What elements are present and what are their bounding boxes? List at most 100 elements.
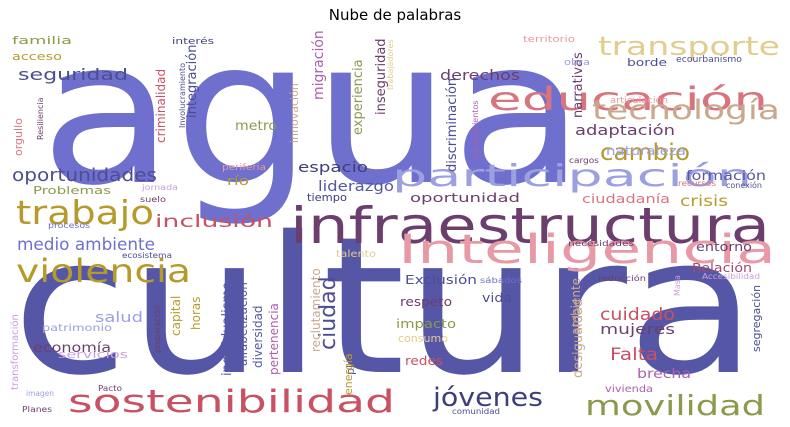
word-formacion: formación [686,169,766,184]
word-problemas: Problemas [33,184,111,197]
word-exclusion: Exclusión [405,273,477,287]
word-agua: agua [40,0,585,230]
word-pacto: Pacto [98,384,122,393]
word-medio-ambiente: medio ambiente [17,235,155,255]
word-brecha: brecha [637,367,691,382]
word-sabados: sábados [480,276,522,285]
word-violencia: violencia [16,252,191,290]
word-borde: borde [627,56,667,69]
word-orgullo: orgullo [12,118,25,156]
word-educacion: educación [488,80,768,118]
word-articulacion: articulación [610,95,668,106]
word-procesos: procesos [48,221,90,230]
word-territorio: territorio [523,35,576,45]
word-plataformas: plataformas [344,309,357,375]
word-conexion: conexión [726,180,762,190]
word-energia: energía [342,353,355,395]
word-comunidad: comunidad [452,407,500,416]
word-cambio: cambio [600,140,690,166]
word-ecosistema: ecosistema [122,251,172,260]
word-cuidado: cuidado [600,305,675,325]
word-diversidad: diversidad [251,305,265,368]
word-involucramiento: Involucramiento [178,63,187,128]
word-patrimonio: patrimonio [42,323,112,334]
chart-title: Nube de palabras [328,6,462,24]
word-resiliencia: Resiliencia [36,97,45,140]
word-discriminacion: discriminación [445,78,460,172]
word-planes: Planes [22,405,52,414]
word-integracion: integración [185,45,200,118]
word-economia: economía [33,341,111,356]
word-ambiente: ambiente [569,278,583,335]
word-familia: familia [12,34,72,47]
word-cargos: cargos [569,156,599,165]
word-accesibilidad: Accesibilidad [702,272,760,281]
word-respeto: respeto [400,295,452,309]
word-metro: metro [235,119,277,134]
word-rio: río [227,174,249,188]
word-criminalidad: criminalidad [154,69,168,143]
word-naturaleza: naturaleza [606,144,686,158]
word-individualismo: individualismo [220,282,235,376]
word-oportunidad: oportunidad [410,191,520,205]
word-sostenibilidad: sostenibilidad [68,384,395,420]
word-jovenes: jóvenes [432,383,543,413]
word-alfabetizacion: alfabetización [236,282,250,366]
word-vida: vida [482,291,512,305]
word-masa: Masa [673,275,682,296]
word-transformacion: transformación [9,314,21,390]
word-trabajadores: trabajadores [386,39,395,90]
word-recursos: recursos [678,179,716,188]
word-participacion: participación [392,159,752,194]
word-espacio: espacio [298,160,368,176]
word-adaptacion: adaptación [575,123,675,139]
word-innovacion: innovación [288,83,301,143]
word-experiencia: experiencia [351,59,366,135]
word-vivienda: vivienda [605,384,653,395]
word-trabajo: trabajo [16,193,154,232]
word-capital: capital [169,296,183,336]
word-relacion: Relación [692,261,752,275]
word-inseguridad: inseguridad [374,38,389,115]
word-suelo: suelo [140,195,166,204]
word-obra: obra [564,58,590,68]
word-talento: talento [336,249,376,260]
word-salud: salud [95,310,143,326]
word-horas: horas [189,297,203,331]
word-ecourbanismo: ecourbanismo [676,55,743,65]
word-preparacion: preparación [152,305,162,353]
word-jornada: jornada [141,183,178,192]
word-migracion: migración [311,30,327,100]
word-liderazgo: liderazgo [318,179,394,195]
word-reduccion: reducción [598,273,646,283]
word-equipamientos: equipamientos [471,101,480,160]
word-tecnologia: tecnología [592,95,780,126]
word-falta: Falta [610,345,658,365]
word-ciudadania: ciudadanía [582,192,670,206]
word-acceso: acceso [12,50,62,63]
word-crisis: crisis [680,192,728,210]
word-inclusion: inclusión [155,212,273,232]
word-narrativas: narrativas [571,52,586,118]
word-seguridad: seguridad [18,65,128,84]
word-movilidad: movilidad [585,389,765,422]
word-desigualdad: desigualdad [571,299,586,378]
word-servicios: servicios [58,348,128,361]
word-necesidades: necesidades [568,239,634,248]
word-redes: redes [405,354,443,368]
word-cultura: cultura [12,196,757,417]
word-transporte: transporte [598,32,780,62]
word-reclutamiento: reclutamiento [309,268,323,352]
word-consumo: consumo [398,332,448,345]
word-ciudad: ciudad [316,276,341,350]
word-infraestructura: infraestructura [290,197,770,255]
word-inteligencia: Inteligencia [398,227,776,273]
word-tiempo: tiempo [307,191,347,204]
word-impacto: impacto [396,317,456,331]
word-derechos: derechos [440,68,520,84]
word-periferia: periferia [222,163,266,173]
word-mujeres: mujeres [600,322,675,338]
word-interes: interés [172,36,214,47]
word-oportunidades: oportunidades [12,165,157,186]
